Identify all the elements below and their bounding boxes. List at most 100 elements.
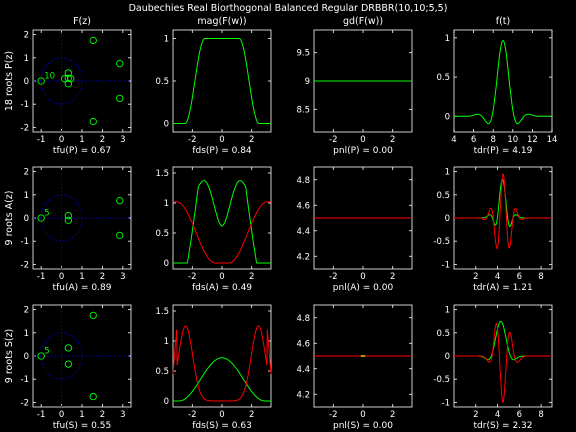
y-tick-label: 0: [24, 352, 29, 362]
y-tick-label: 2: [24, 31, 29, 41]
x-tick-label: 6: [517, 410, 522, 420]
root-marker: [89, 311, 97, 320]
x-tick-label: 12: [527, 135, 538, 145]
x-axis-label: pnl(A) = 0.00: [333, 283, 394, 293]
x-tick-label: 6: [517, 272, 522, 282]
x-tick-label: 2: [390, 272, 395, 282]
panel-P-gd: -2 0 2 8.5 9 9.5 pnl(P) = 0.00: [296, 29, 413, 156]
x-tick-label: 8: [490, 135, 495, 145]
figure-title: Daubechies Real Biorthogonal Balanced Re…: [129, 3, 448, 14]
x-tick-label: -1: [37, 135, 45, 145]
axes-box: [172, 304, 272, 408]
row-ylabel: 9 roots A(z): [4, 191, 15, 246]
y-tick-label: 0.5: [436, 191, 450, 201]
y-tick-label: 4.4: [296, 227, 310, 237]
x-tick-label: -2: [188, 135, 196, 145]
x-tick-label: -1: [37, 410, 45, 420]
y-tick-label: 0.5: [436, 329, 450, 339]
y-tick-label: 4.8: [296, 176, 310, 186]
y-tick-label: 1: [164, 337, 169, 347]
y-tick-label: 0.5: [436, 73, 450, 83]
x-tick-label: 2: [249, 272, 254, 282]
x-tick-label: 2: [100, 272, 105, 282]
y-tick-label: 0: [164, 120, 169, 130]
y-tick-label: 9.5: [296, 49, 310, 59]
y-tick-label: -1: [21, 100, 29, 110]
y-tick-label: 1: [445, 34, 450, 44]
panel-S-mag: -2 0 2 0 0.5 1 1.5 fds(S) = 0.63: [155, 304, 272, 431]
x-axis-label: fds(P) = 0.84: [192, 146, 252, 156]
x-tick-label: 1: [79, 410, 84, 420]
y-tick-label: -1: [21, 375, 29, 385]
x-tick-label: 2: [390, 410, 395, 420]
root-marker: [116, 196, 124, 205]
y-tick-label: 0: [445, 214, 450, 224]
series-line-green: [454, 320, 552, 361]
series-line-green: [173, 357, 271, 402]
x-tick-label: -2: [329, 272, 337, 282]
panel-A-mag: -2 0 2 0 0.5 1 1.5 fds(A) = 0.49: [155, 166, 272, 293]
x-axis-label: pnl(P) = 0.00: [333, 146, 393, 156]
y-tick-label: -1: [442, 398, 450, 408]
root-marker: [37, 77, 45, 85]
root-marker: [67, 75, 75, 83]
x-axis-label: fds(S) = 0.63: [192, 421, 252, 431]
x-tick-label: 0: [59, 410, 64, 420]
y-tick-label: -2: [21, 398, 29, 408]
x-tick-label: 4: [451, 135, 456, 145]
x-tick-label: 4: [495, 272, 500, 282]
x-tick-label: 0: [360, 272, 365, 282]
y-tick-label: 0: [24, 214, 29, 224]
x-tick-label: -1: [37, 272, 45, 282]
y-tick-label: 1: [445, 306, 450, 316]
root-marker: [64, 74, 72, 82]
x-tick-label: 10: [507, 135, 518, 145]
x-tick-label: 0: [219, 272, 224, 282]
x-axis-label: tfu(S) = 0.55: [53, 421, 111, 431]
y-tick-label: 0.5: [155, 77, 169, 87]
y-tick-label: -0.5: [433, 375, 450, 385]
x-tick-label: 0: [360, 135, 365, 145]
row-ylabel: 9 roots S(z): [4, 329, 15, 384]
x-axis-label: tfu(P) = 0.67: [53, 146, 111, 156]
x-tick-label: 2: [390, 135, 395, 145]
x-tick-label: 0: [219, 135, 224, 145]
y-tick-label: 4.2: [296, 390, 310, 400]
y-tick-label: 0: [445, 352, 450, 362]
x-tick-label: 2: [473, 410, 478, 420]
y-tick-label: 0: [24, 77, 29, 87]
y-tick-label: 1: [24, 54, 29, 64]
x-tick-label: 2: [473, 272, 478, 282]
series-line-red: [172, 325, 272, 402]
panel-A-time: 2 4 6 8 -1 -0.5 0 0.5 1 tdr(A) = 1.21: [433, 166, 553, 293]
x-axis-label: fds(A) = 0.49: [192, 283, 252, 293]
x-tick-label: 3: [120, 410, 125, 420]
y-tick-label: 0: [445, 112, 450, 122]
x-tick-label: -2: [188, 410, 196, 420]
y-tick-label: 0.5: [155, 367, 169, 377]
root-multiplicity: 5: [44, 209, 49, 219]
root-multiplicity: 5: [44, 347, 49, 357]
series-line-green: [173, 38, 271, 124]
axes-box: [453, 29, 553, 133]
root-marker: [64, 360, 72, 368]
column-title: f(t): [496, 16, 510, 27]
column-title: mag(F(w)): [197, 16, 246, 27]
y-tick-label: -2: [21, 123, 29, 133]
y-tick-label: 2: [24, 168, 29, 178]
x-tick-label: 14: [547, 135, 558, 145]
panel-P-time: 4 6 8 10 12 14 0 0.5 1 tdr(P) = 4.19: [436, 29, 558, 156]
panel-P-mag: -2 0 2 0 0.5 1 fds(P) = 0.84: [155, 29, 272, 156]
root-marker: [37, 214, 45, 222]
series-line-red: [173, 201, 271, 264]
y-tick-label: 4.4: [296, 365, 310, 375]
root-marker: [89, 392, 97, 401]
x-tick-label: -2: [188, 272, 196, 282]
y-tick-label: 1: [164, 199, 169, 209]
y-tick-label: 1.5: [155, 169, 169, 179]
y-tick-label: 4.2: [296, 252, 310, 262]
x-axis-label: tdr(P) = 4.19: [474, 146, 533, 156]
x-axis-label: tdr(A) = 1.21: [473, 283, 532, 293]
